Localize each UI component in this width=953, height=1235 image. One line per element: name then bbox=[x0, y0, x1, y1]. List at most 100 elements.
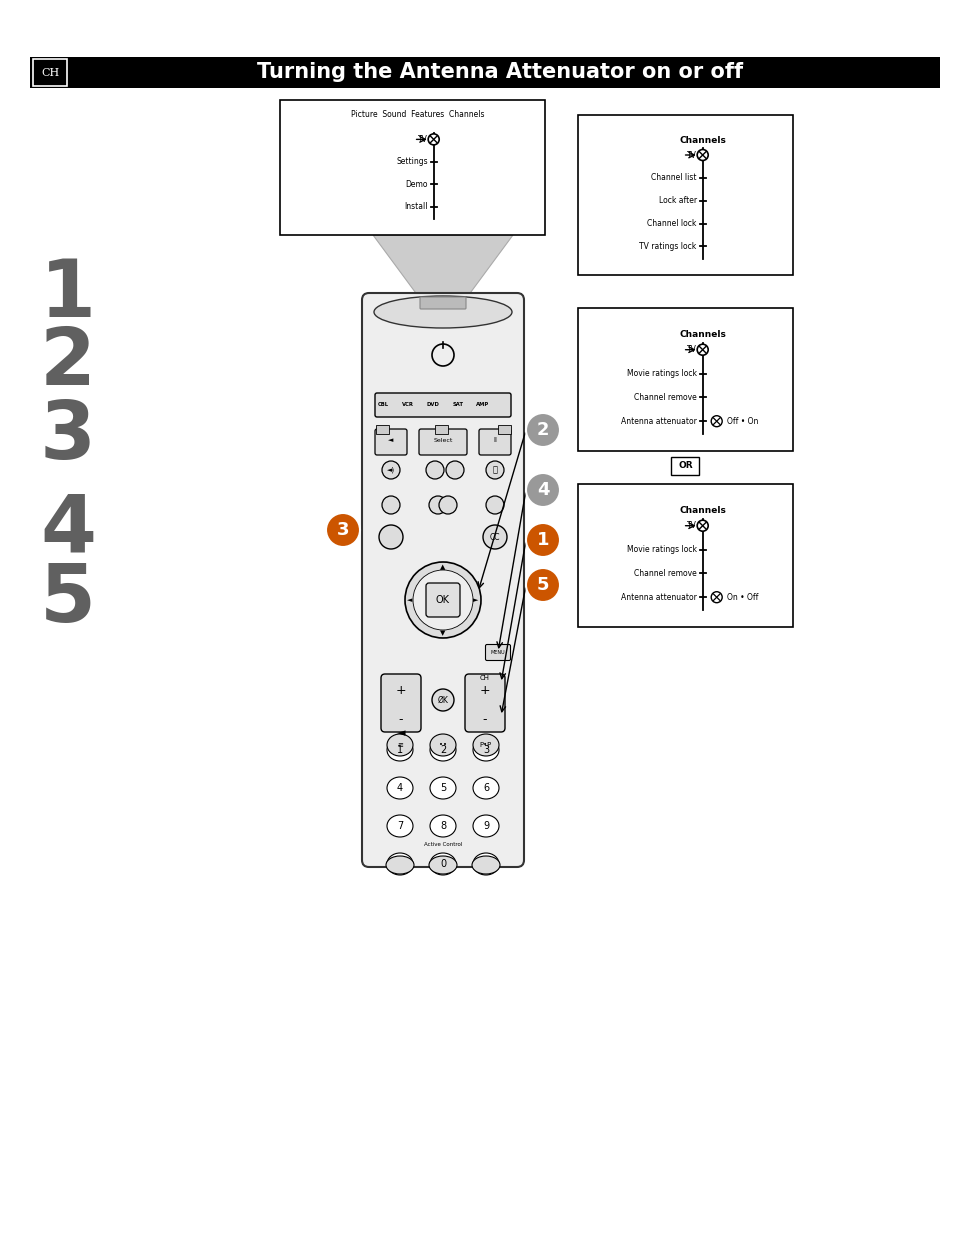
Ellipse shape bbox=[374, 296, 512, 329]
Circle shape bbox=[429, 496, 447, 514]
Text: ◄: ◄ bbox=[396, 727, 405, 739]
Circle shape bbox=[428, 133, 438, 144]
FancyBboxPatch shape bbox=[498, 425, 511, 433]
Ellipse shape bbox=[387, 815, 413, 837]
Text: On • Off: On • Off bbox=[726, 593, 758, 601]
Text: Settings: Settings bbox=[395, 157, 427, 167]
Text: 5: 5 bbox=[40, 561, 96, 638]
Ellipse shape bbox=[430, 815, 456, 837]
Circle shape bbox=[405, 562, 480, 638]
Text: ≡: ≡ bbox=[396, 742, 402, 748]
Text: ◄): ◄) bbox=[387, 467, 395, 473]
FancyBboxPatch shape bbox=[376, 425, 389, 433]
Text: ••: •• bbox=[438, 742, 447, 748]
FancyBboxPatch shape bbox=[435, 425, 448, 433]
Ellipse shape bbox=[387, 853, 413, 876]
Ellipse shape bbox=[387, 734, 413, 756]
Circle shape bbox=[525, 568, 559, 601]
Text: 0: 0 bbox=[439, 860, 446, 869]
Text: ▲: ▲ bbox=[440, 564, 445, 571]
Circle shape bbox=[381, 461, 399, 479]
Circle shape bbox=[432, 689, 454, 711]
Bar bbox=[578, 115, 792, 275]
Text: +: + bbox=[395, 683, 406, 697]
Text: Channel remove: Channel remove bbox=[634, 393, 696, 401]
Text: 1: 1 bbox=[40, 256, 96, 333]
Text: MENU: MENU bbox=[490, 650, 505, 655]
Circle shape bbox=[525, 412, 559, 447]
Ellipse shape bbox=[473, 739, 498, 761]
Text: Lock after: Lock after bbox=[658, 196, 696, 205]
Text: ⎘: ⎘ bbox=[492, 466, 497, 474]
Ellipse shape bbox=[473, 734, 498, 756]
Bar bbox=[30, 57, 939, 88]
Circle shape bbox=[482, 525, 506, 550]
Ellipse shape bbox=[430, 853, 456, 876]
Text: 2: 2 bbox=[439, 745, 446, 755]
FancyBboxPatch shape bbox=[671, 457, 699, 475]
Circle shape bbox=[710, 416, 721, 427]
FancyBboxPatch shape bbox=[33, 59, 67, 86]
Text: 1: 1 bbox=[537, 531, 549, 550]
Text: Channel lock: Channel lock bbox=[647, 219, 696, 228]
Text: 4: 4 bbox=[537, 480, 549, 499]
Polygon shape bbox=[373, 235, 513, 300]
Text: CH: CH bbox=[41, 68, 59, 78]
Text: CBL: CBL bbox=[377, 403, 388, 408]
Text: OR: OR bbox=[678, 462, 692, 471]
Ellipse shape bbox=[430, 734, 456, 756]
Text: ◄: ◄ bbox=[407, 597, 413, 603]
Circle shape bbox=[326, 513, 359, 547]
Text: Channels: Channels bbox=[679, 505, 725, 515]
Ellipse shape bbox=[473, 815, 498, 837]
Text: 4: 4 bbox=[396, 783, 402, 793]
Text: Channel remove: Channel remove bbox=[634, 569, 696, 578]
FancyBboxPatch shape bbox=[380, 674, 420, 732]
Circle shape bbox=[710, 592, 721, 603]
Text: Channels: Channels bbox=[679, 136, 725, 144]
Text: Antenna attenuator: Antenna attenuator bbox=[620, 593, 696, 601]
Text: P•P: P•P bbox=[479, 742, 492, 748]
Text: -: - bbox=[398, 714, 403, 726]
Text: TV: TV bbox=[417, 135, 427, 143]
Text: ØK: ØK bbox=[437, 695, 448, 704]
Ellipse shape bbox=[430, 739, 456, 761]
Ellipse shape bbox=[430, 777, 456, 799]
Text: TV: TV bbox=[686, 346, 696, 354]
Text: 2: 2 bbox=[537, 421, 549, 438]
Text: 6: 6 bbox=[482, 783, 489, 793]
Text: ►: ► bbox=[473, 597, 478, 603]
Text: 5: 5 bbox=[537, 576, 549, 594]
Text: Picture  Sound  Features  Channels: Picture Sound Features Channels bbox=[351, 110, 484, 119]
FancyBboxPatch shape bbox=[419, 296, 465, 309]
Ellipse shape bbox=[387, 777, 413, 799]
Circle shape bbox=[525, 522, 559, 557]
Text: ◄: ◄ bbox=[388, 437, 394, 443]
Ellipse shape bbox=[473, 853, 498, 876]
FancyBboxPatch shape bbox=[478, 429, 511, 454]
Bar bbox=[280, 100, 544, 235]
Text: 5: 5 bbox=[439, 783, 446, 793]
Bar bbox=[578, 308, 792, 451]
Text: DVD: DVD bbox=[426, 403, 439, 408]
Bar bbox=[578, 484, 792, 627]
Text: CC: CC bbox=[489, 532, 499, 541]
Text: ▼: ▼ bbox=[440, 630, 445, 636]
Text: Antenna attenuator: Antenna attenuator bbox=[620, 416, 696, 426]
Text: II: II bbox=[493, 437, 497, 443]
Text: TV: TV bbox=[686, 521, 696, 530]
Text: Active Control: Active Control bbox=[423, 842, 461, 847]
Text: VCR: VCR bbox=[401, 403, 414, 408]
Circle shape bbox=[485, 496, 503, 514]
Text: TV ratings lock: TV ratings lock bbox=[639, 242, 696, 251]
Circle shape bbox=[426, 461, 443, 479]
Text: 8: 8 bbox=[439, 821, 446, 831]
Circle shape bbox=[697, 520, 707, 531]
FancyBboxPatch shape bbox=[485, 645, 510, 661]
Text: +: + bbox=[479, 683, 490, 697]
Text: Movie ratings lock: Movie ratings lock bbox=[626, 545, 696, 555]
Ellipse shape bbox=[386, 856, 414, 874]
Text: CH: CH bbox=[479, 676, 490, 680]
Circle shape bbox=[446, 461, 463, 479]
Circle shape bbox=[413, 571, 473, 630]
